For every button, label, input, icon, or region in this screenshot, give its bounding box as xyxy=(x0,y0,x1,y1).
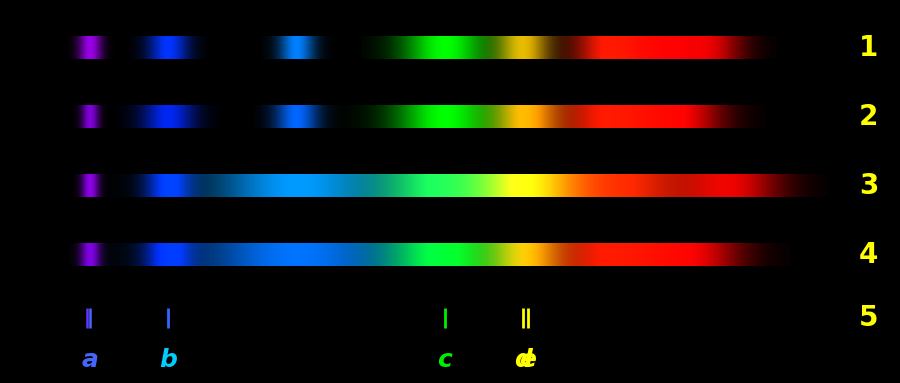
Text: 4: 4 xyxy=(859,241,878,269)
Text: c: c xyxy=(437,348,453,372)
Text: e: e xyxy=(519,348,536,372)
Text: d: d xyxy=(514,348,532,372)
Text: 2: 2 xyxy=(859,103,878,131)
Text: 5: 5 xyxy=(859,304,878,332)
Text: 3: 3 xyxy=(859,172,878,200)
Text: 1: 1 xyxy=(859,34,878,62)
Text: a: a xyxy=(82,348,98,372)
Text: b: b xyxy=(159,348,177,372)
